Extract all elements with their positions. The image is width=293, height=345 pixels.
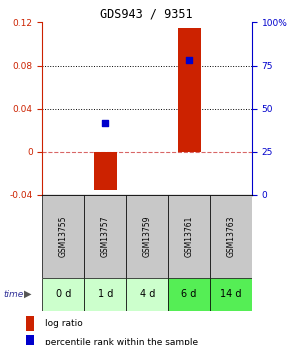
- Point: [187, 57, 192, 63]
- Text: 4 d: 4 d: [139, 289, 155, 299]
- Bar: [42, 195, 84, 278]
- Text: 0 d: 0 d: [56, 289, 71, 299]
- Bar: [26, 335, 33, 345]
- Text: percentile rank within the sample: percentile rank within the sample: [45, 337, 199, 345]
- Bar: [126, 278, 168, 310]
- Text: 6 d: 6 d: [181, 289, 197, 299]
- Bar: [84, 195, 126, 278]
- Bar: [168, 278, 210, 310]
- Bar: [94, 152, 117, 189]
- Bar: [26, 316, 33, 331]
- Text: 1 d: 1 d: [98, 289, 113, 299]
- Bar: [210, 195, 252, 278]
- Text: 14 d: 14 d: [220, 289, 242, 299]
- Point: [103, 120, 108, 126]
- Text: GSM13761: GSM13761: [185, 216, 194, 257]
- Text: GDS943 / 9351: GDS943 / 9351: [100, 8, 193, 21]
- Text: GSM13755: GSM13755: [59, 216, 68, 257]
- Text: time: time: [3, 289, 23, 299]
- Bar: [168, 195, 210, 278]
- Text: GSM13759: GSM13759: [143, 216, 152, 257]
- Text: GSM13757: GSM13757: [101, 216, 110, 257]
- Bar: [178, 28, 201, 152]
- Bar: [210, 278, 252, 310]
- Bar: [42, 278, 84, 310]
- Text: ▶: ▶: [24, 289, 32, 299]
- Text: GSM13763: GSM13763: [226, 216, 236, 257]
- Bar: [126, 195, 168, 278]
- Bar: [84, 278, 126, 310]
- Text: log ratio: log ratio: [45, 319, 83, 328]
